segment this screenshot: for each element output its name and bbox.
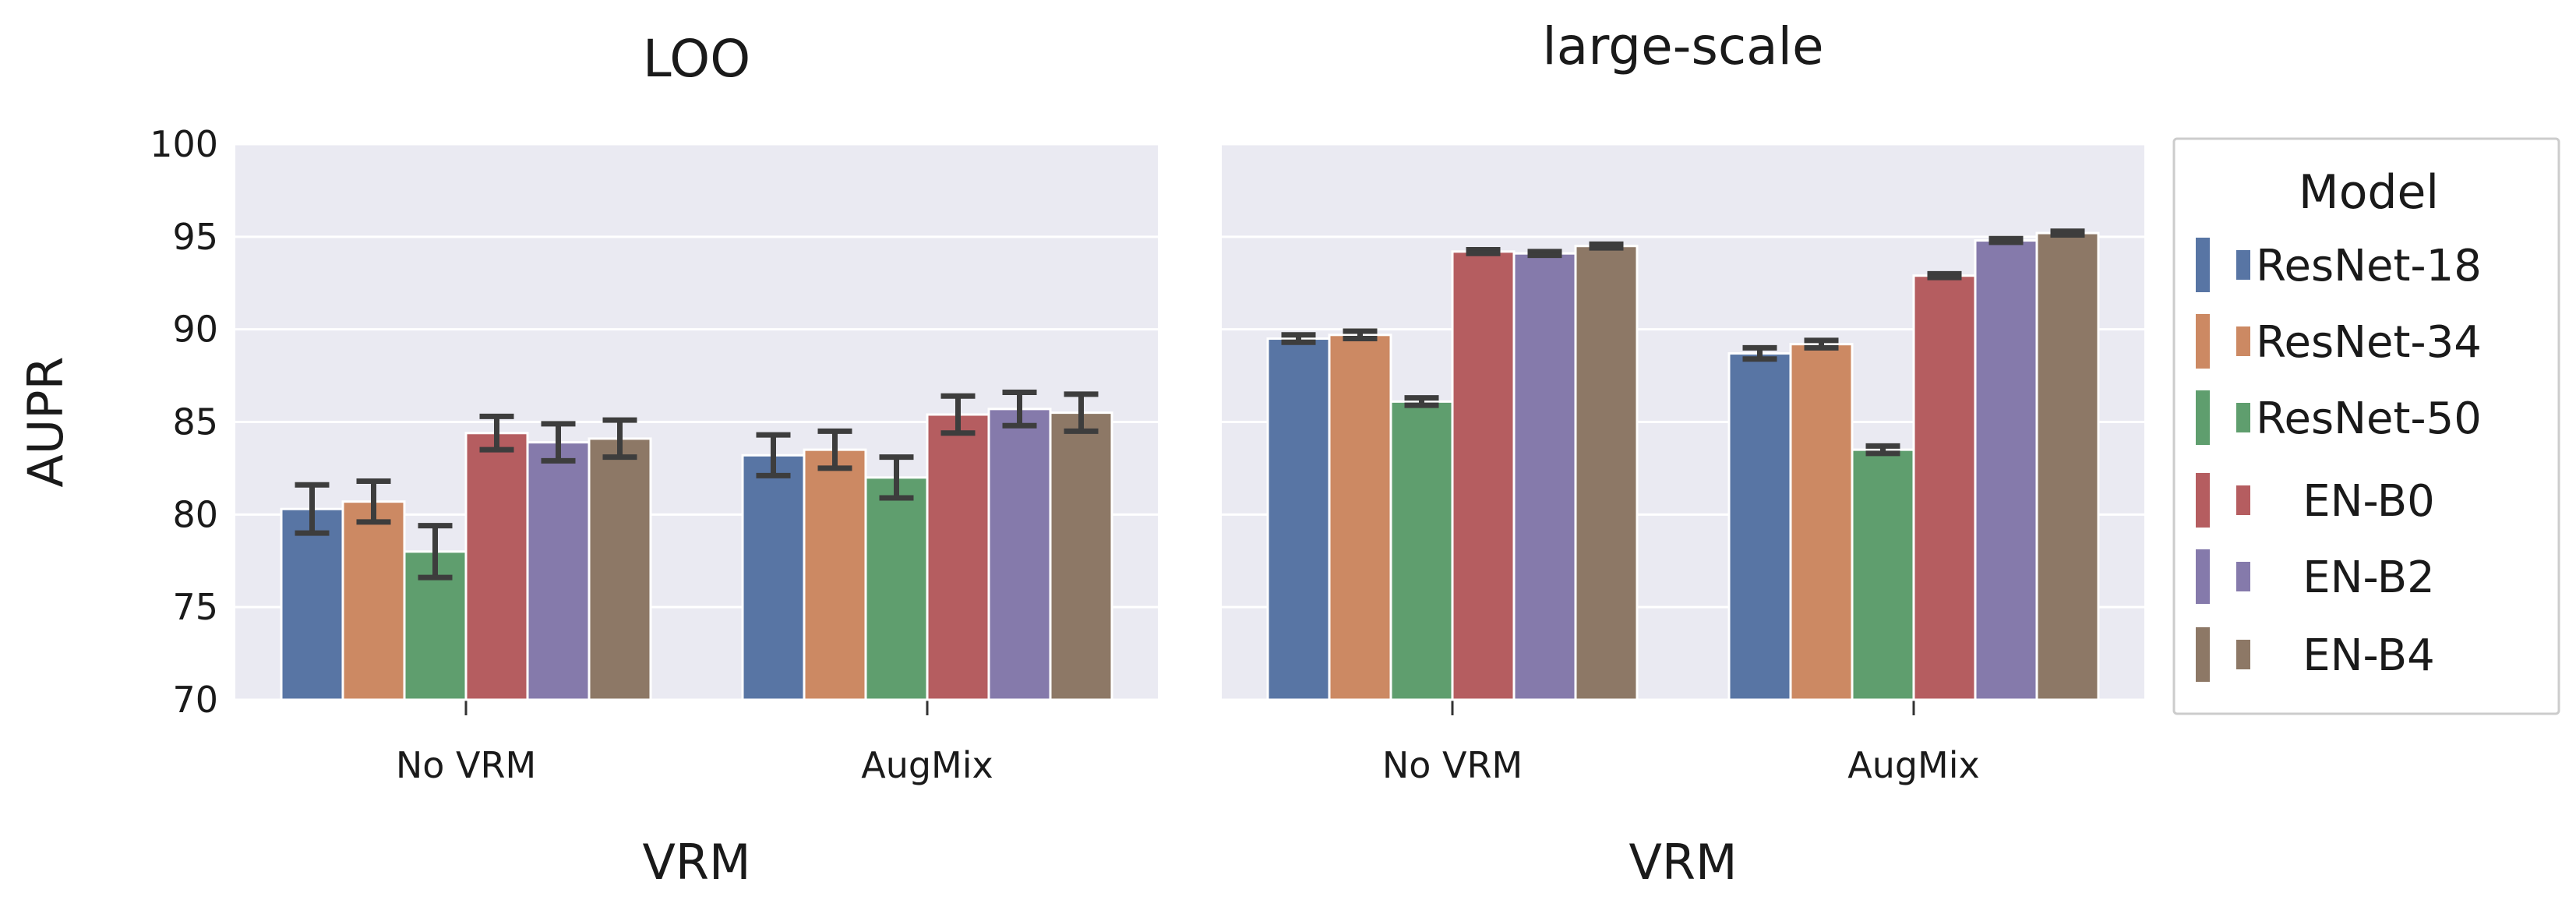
panel-0: LOO No VRM AugMix VRM 70 75 80 85 90 95 100 AUPR <box>17 29 1158 891</box>
legend-label: ResNet-50 <box>2256 394 2482 444</box>
bar <box>1389 400 1454 701</box>
bar <box>1049 411 1113 701</box>
legend-swatch-small <box>2236 640 2250 669</box>
bar <box>987 408 1052 701</box>
x-tick-label: AugMix <box>1847 744 1980 786</box>
legend-label: EN-B2 <box>2303 552 2435 603</box>
x-tick-label: No VRM <box>1382 744 1523 786</box>
bar <box>803 448 867 701</box>
bar <box>2035 231 2100 701</box>
bar <box>1912 274 1977 701</box>
legend-label: EN-B4 <box>2303 630 2435 681</box>
x-axis-label: VRM <box>1629 834 1738 891</box>
y-tick-label: 100 <box>150 123 218 165</box>
panel-1: large-scale No VRM AugMix VRM <box>1222 16 2144 891</box>
legend-label: ResNet-18 <box>2256 241 2482 291</box>
legend-item: ResNet-34 <box>2196 314 2482 369</box>
legend-swatch <box>2196 627 2210 682</box>
bar <box>526 441 591 701</box>
legend-swatch <box>2196 314 2210 369</box>
y-tick-label: 80 <box>172 493 218 535</box>
y-tick-label: 95 <box>172 216 218 258</box>
panel-title: LOO <box>643 29 750 89</box>
panel-title: large-scale <box>1542 16 1823 76</box>
x-tick-label: AugMix <box>861 744 993 786</box>
y-tick-label: 75 <box>172 586 218 628</box>
legend-box <box>2172 137 2560 715</box>
legend: Model ResNet-18 ResNet-34 ResNet-50 EN-B0 EN-… <box>2172 137 2560 715</box>
bar <box>1574 245 1639 701</box>
bar <box>1512 252 1577 701</box>
legend-swatch-small <box>2236 326 2250 356</box>
legend-label: ResNet-34 <box>2256 317 2482 368</box>
y-tick-label: 90 <box>172 309 218 351</box>
bar <box>1328 334 1392 701</box>
legend-swatch-small <box>2236 485 2250 515</box>
bar <box>864 476 929 701</box>
bar <box>1851 448 1915 701</box>
y-axis-label: AUPR <box>17 356 74 487</box>
legend-label: EN-B0 <box>2303 476 2435 527</box>
panels: LOO No VRM AugMix VRM 70 75 80 85 90 95 100 AUPR lar… <box>17 16 2144 891</box>
bar <box>1451 250 1516 701</box>
bar <box>1266 337 1331 701</box>
bar <box>926 413 990 701</box>
legend-swatch-small <box>2236 562 2250 591</box>
legend-title: Model <box>2299 165 2439 220</box>
legend-item: EN-B4 <box>2196 627 2435 682</box>
legend-swatch-small <box>2236 250 2250 280</box>
legend-item: EN-B2 <box>2196 549 2435 604</box>
bar <box>588 437 652 701</box>
y-tick-label: 85 <box>172 401 218 443</box>
bar <box>341 500 406 701</box>
legend-item: EN-B0 <box>2196 473 2435 528</box>
legend-swatch-small <box>2236 403 2250 432</box>
x-axis-label: VRM <box>643 834 751 891</box>
x-tick-label: No VRM <box>396 744 536 786</box>
legend-item: ResNet-50 <box>2196 390 2482 445</box>
bar <box>280 507 344 701</box>
bar <box>1789 343 1854 701</box>
legend-swatch <box>2196 473 2210 528</box>
y-tick-label: 70 <box>172 679 218 721</box>
bar <box>1727 352 1792 701</box>
legend-swatch <box>2196 549 2210 604</box>
legend-swatch <box>2196 390 2210 445</box>
legend-item: ResNet-18 <box>2196 238 2482 292</box>
bar <box>741 454 806 701</box>
bar <box>1974 239 2038 701</box>
legend-swatch <box>2196 238 2210 292</box>
bar <box>464 432 529 701</box>
